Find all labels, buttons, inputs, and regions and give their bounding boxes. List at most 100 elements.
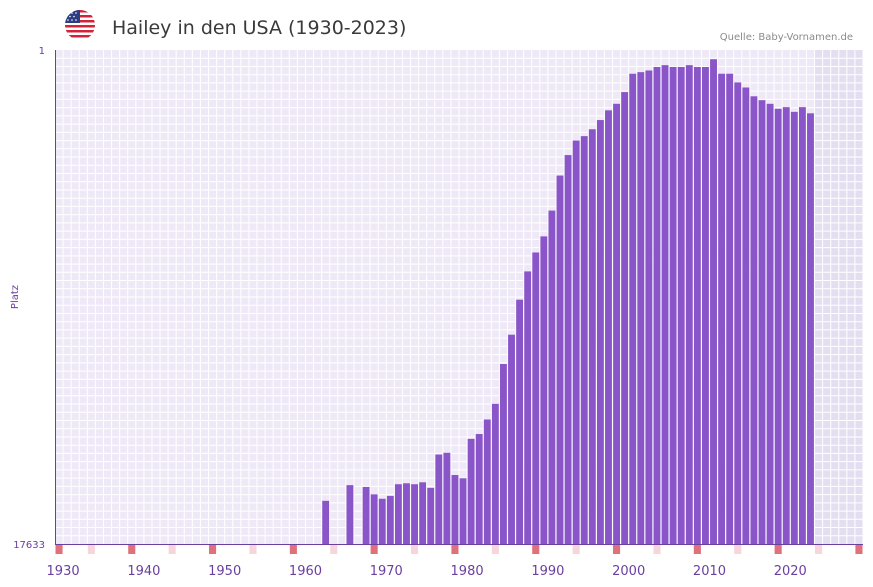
bar-1976 [435,454,443,544]
bar-1984 [500,363,507,544]
bar-2003 [653,66,661,544]
x-tick-labels: 1930 1940 1950 1960 1970 1980 1990 2000 2010 2020 [47,564,807,579]
bar-1979 [459,478,467,544]
minor-marker [249,545,257,554]
minor-marker [168,545,176,554]
minor-marker [87,545,95,554]
bar-1994 [580,136,588,544]
bar-1977 [443,452,451,544]
bar-2009 [702,66,709,544]
bar-1983 [491,403,499,544]
bar-1986 [516,299,524,544]
decade-marker [532,545,540,554]
minor-marker [572,545,580,554]
xtick-label-1970: 1970 [370,564,403,579]
xtick-label-1980: 1980 [451,564,484,579]
bar-2021 [798,107,806,544]
bar-2000 [629,73,637,545]
bar-1985 [508,334,515,544]
bar-2010 [710,59,717,545]
bar-2017 [766,103,774,545]
bar-2011 [718,73,726,545]
bar-1982 [483,419,491,544]
bar-1968 [370,494,378,544]
decade-marker [451,545,459,554]
decade-marker [774,545,782,554]
decade-marker [289,545,297,554]
usa-flag-icon [65,10,95,40]
bar-1972 [403,483,410,544]
bar-1969 [378,498,386,544]
bar-2006 [677,66,685,544]
ytick-label-top: 1 [39,46,45,57]
bar-2018 [774,108,782,544]
chart-title: Hailey in den USA (1930-2023) [112,17,406,39]
decade-marker [128,545,136,554]
bar-2005 [669,66,677,544]
bars-group [322,59,814,545]
bar-2012 [726,73,734,545]
bar-1988 [532,252,540,544]
bar-2002 [645,70,653,545]
decade-marker [55,545,63,554]
bar-1993 [572,140,580,544]
grid-lines [54,50,864,544]
bar-1999 [621,92,629,545]
bar-1990 [548,210,556,544]
bar-1987 [524,271,532,544]
bar-1997 [605,110,612,544]
bar-1980 [467,438,475,544]
bar-1981 [475,434,483,544]
bar-1962 [322,500,330,544]
bar-2020 [790,111,798,545]
bar-1965 [346,485,354,544]
ytick-label-bottom: 17633 [13,540,45,551]
bar-2015 [750,96,758,545]
minor-marker [653,545,661,554]
xtick-label-2020: 2020 [774,564,807,579]
bar-1975 [427,487,435,544]
xtick-label-1940: 1940 [127,564,160,579]
minor-marker [330,545,338,554]
bar-2016 [758,100,766,544]
xtick-label-1930: 1930 [47,564,80,579]
bar-2013 [734,82,742,544]
bar-2014 [742,87,750,544]
decade-marker [855,545,863,554]
bar-1970 [386,495,394,544]
bar-1978 [451,474,459,544]
xtick-label-1960: 1960 [289,564,322,579]
bar-2022 [807,113,814,545]
bar-2019 [782,107,790,544]
xtick-label-1990: 1990 [531,564,564,579]
bar-1989 [540,236,548,545]
bar-2007 [685,65,693,545]
bar-1974 [419,482,427,544]
bar-1971 [394,484,402,544]
bar-2008 [693,66,701,544]
bar-1973 [411,484,418,544]
decade-marker [209,545,217,554]
bar-2001 [637,72,645,545]
bar-1996 [596,120,604,544]
decade-marker [370,545,378,554]
minor-marker [491,545,499,554]
source-label: Quelle: Baby-Vornamen.de [720,32,853,43]
xtick-label-2010: 2010 [693,564,726,579]
decade-marker [613,545,621,554]
bar-1967 [362,486,370,544]
bar-1992 [564,155,572,544]
minor-marker [815,545,823,554]
bar-1998 [613,103,620,545]
bar-1991 [556,175,564,544]
xtick-label-1950: 1950 [208,564,241,579]
minor-marker [411,545,419,554]
y-axis-label: Platz [10,285,21,309]
decade-markers [55,545,863,554]
decade-marker [693,545,701,554]
minor-marker [734,545,742,554]
xtick-label-2000: 2000 [612,564,645,579]
bar-2004 [661,65,669,545]
bar-1995 [588,129,596,544]
